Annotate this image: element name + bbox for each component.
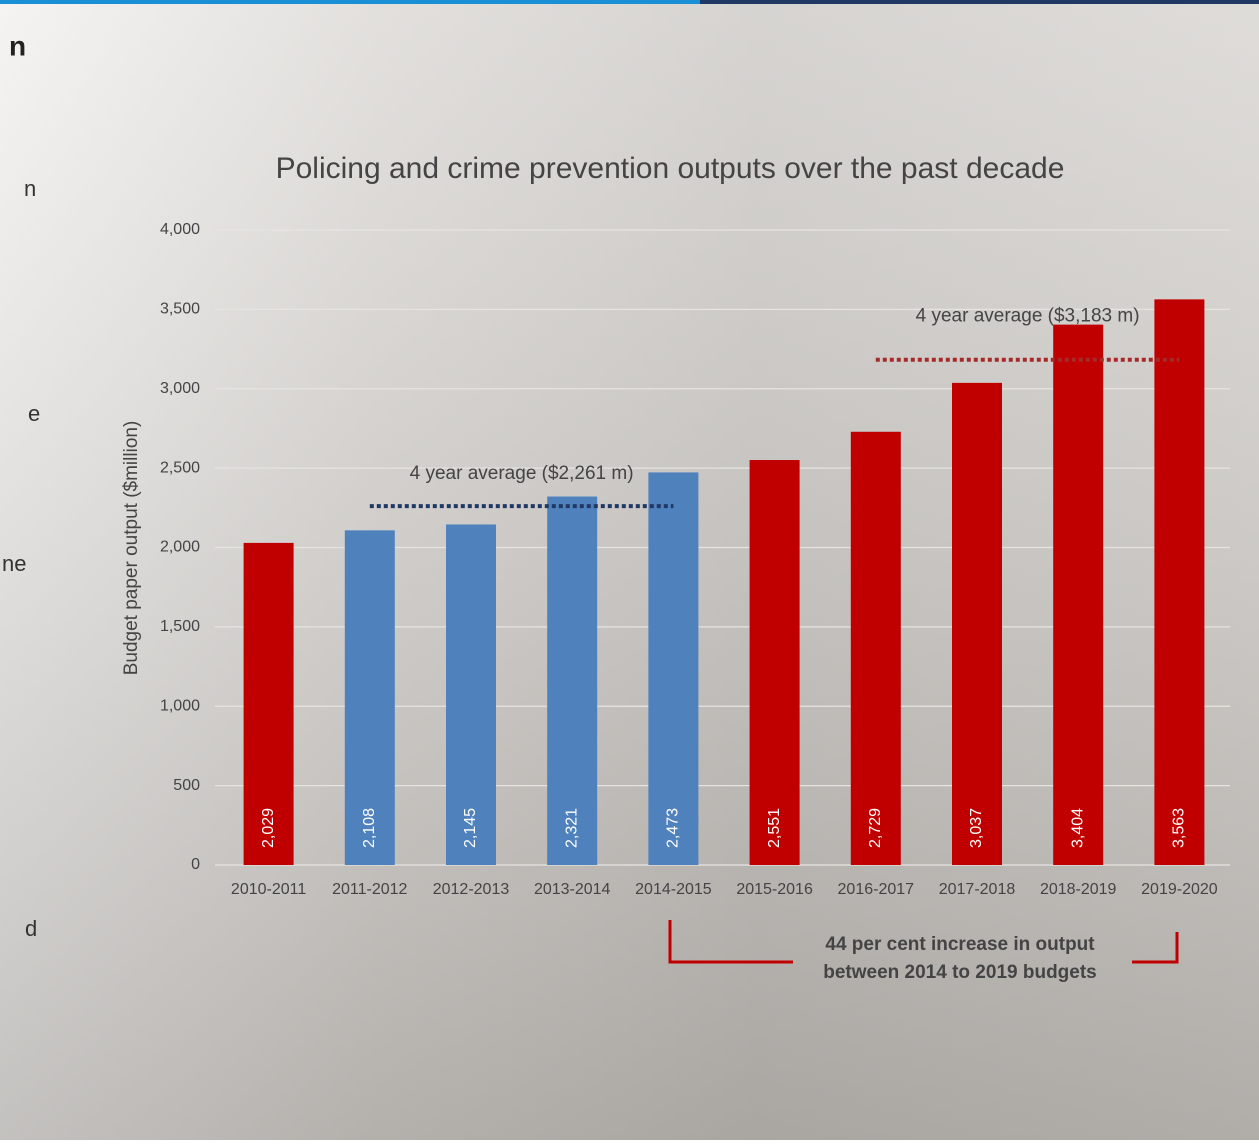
value-label: 2,473	[665, 808, 682, 848]
x-tick-label: 2018-2019	[1040, 881, 1117, 898]
side-text: e	[28, 401, 40, 426]
top-stripe	[700, 0, 1259, 4]
y-tick-label: 1,000	[160, 697, 200, 714]
x-tick-label: 2016-2017	[838, 881, 915, 898]
bar	[1154, 299, 1205, 865]
side-text: n	[24, 176, 36, 201]
side-text: d	[25, 916, 37, 941]
value-label: 2,551	[766, 808, 783, 848]
bar	[547, 496, 598, 865]
y-tick-label: 2,500	[160, 459, 200, 476]
bar	[952, 382, 1002, 865]
y-axis-title: Budget paper output ($million)	[121, 421, 142, 676]
bar	[1053, 324, 1104, 865]
bracket	[1132, 932, 1179, 964]
value-label: 2,321	[563, 808, 580, 848]
bar	[749, 460, 800, 865]
bar	[344, 530, 395, 865]
y-tick-label: 2,000	[160, 539, 200, 556]
x-tick-label: 2012-2013	[433, 881, 510, 898]
average-label: 4 year average ($3,183 m)	[916, 306, 1140, 327]
side-text: n	[9, 30, 26, 61]
value-label: 2,145	[462, 808, 479, 848]
average-label: 4 year average ($2,261 m)	[410, 463, 634, 484]
x-tick-label: 2010-2011	[231, 881, 306, 898]
x-tick-label: 2013-2014	[534, 881, 611, 898]
value-label: 3,037	[968, 808, 985, 848]
top-stripe	[0, 0, 700, 4]
x-tick-label: 2011-2012	[332, 881, 407, 898]
value-label: 3,563	[1171, 808, 1188, 848]
value-label: 2,029	[260, 808, 277, 848]
y-tick-label: 3,500	[160, 301, 200, 318]
bar	[850, 431, 901, 865]
value-label: 2,108	[361, 808, 378, 848]
x-tick-label: 2014-2015	[635, 881, 712, 898]
y-tick-label: 3,000	[160, 380, 200, 397]
y-tick-label: 0	[191, 856, 200, 873]
x-tick-label: 2017-2018	[939, 881, 1016, 898]
bar	[243, 542, 294, 865]
chart-title: Policing and crime prevention outputs ov…	[276, 152, 1065, 185]
bar	[446, 524, 496, 865]
value-label: 3,404	[1069, 808, 1086, 848]
bracket-note: 44 per cent increase in output	[825, 934, 1095, 955]
y-tick-label: 1,500	[160, 618, 200, 635]
x-tick-label: 2019-2020	[1141, 881, 1218, 898]
side-text: ne	[2, 551, 26, 576]
y-tick-label: 4,000	[160, 221, 200, 238]
x-tick-label: 2015-2016	[736, 881, 813, 898]
bar	[648, 472, 699, 865]
bracket	[668, 920, 793, 964]
y-tick-label: 500	[173, 777, 200, 794]
bracket-note: between 2014 to 2019 budgets	[823, 962, 1097, 983]
value-label: 2,729	[867, 808, 884, 848]
